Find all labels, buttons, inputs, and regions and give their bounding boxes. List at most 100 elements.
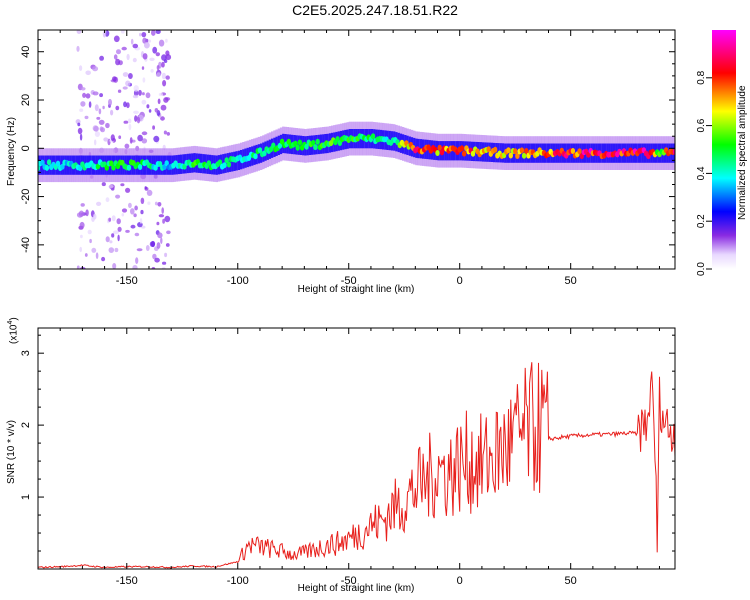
colorbar-tick-label: 0.8 [696, 70, 707, 84]
noise-blob [136, 116, 141, 124]
noise-blob [158, 92, 163, 97]
noise-blob [165, 243, 170, 247]
noise-blob [145, 92, 151, 99]
noise-blob [134, 232, 140, 237]
top-x-axis-label: Height of straight line (km) [297, 284, 415, 295]
ridge-band [46, 155, 50, 175]
noise-blob [132, 94, 139, 99]
noise-blob [115, 194, 121, 199]
noise-blob [133, 110, 139, 115]
noise-blob [77, 122, 81, 127]
noise-blob [109, 240, 113, 244]
noise-blob [162, 261, 167, 265]
ridge-core [224, 157, 229, 164]
x-tick-label: -100 [227, 575, 249, 587]
ridge-core [524, 148, 529, 154]
ridge-core [137, 164, 143, 170]
noise-blob [130, 208, 135, 215]
ridge-core [55, 160, 61, 167]
noise-blob [79, 221, 85, 229]
bottom-y-axis-label: SNR (10 * v/v) [6, 420, 17, 484]
noise-blob [150, 240, 156, 248]
noise-blob [76, 265, 80, 269]
noise-blob [140, 209, 144, 215]
noise-blob [146, 189, 153, 196]
chart-title: C2E5.2025.247.18.51.R22 [292, 2, 458, 18]
noise-blob [99, 93, 103, 98]
ridge-band [641, 143, 645, 163]
y-tick-label: 2 [20, 422, 32, 428]
ridge-core [435, 150, 440, 156]
noise-blob [115, 105, 120, 111]
noise-blob [76, 30, 82, 34]
ridge-core [437, 144, 442, 151]
noise-blob [80, 87, 86, 91]
noise-blob [126, 53, 130, 61]
noise-blob [154, 108, 159, 113]
noise-blob [80, 234, 83, 239]
noise-blob [166, 132, 170, 136]
noise-blob [127, 73, 133, 79]
noise-blob [108, 217, 112, 222]
noise-blob [161, 61, 165, 68]
noise-blob [146, 104, 150, 109]
noise-blob [101, 256, 106, 262]
noise-blob [105, 236, 110, 243]
noise-blob [135, 257, 139, 264]
noise-blob [145, 245, 150, 251]
ridge-band [317, 134, 321, 155]
ridge-core [217, 159, 223, 166]
noise-blob [164, 252, 168, 258]
ridge-core [104, 164, 110, 171]
noise-blob [142, 92, 145, 96]
noise-blob [89, 238, 92, 244]
y-tick-label: -20 [20, 189, 32, 205]
x-tick-label: -150 [116, 275, 138, 287]
ridge-core [486, 146, 491, 153]
noise-blob [160, 104, 167, 111]
noise-blob [156, 221, 160, 226]
noise-blob [121, 46, 127, 51]
ridge-core [493, 146, 498, 153]
x-tick-label: 50 [565, 275, 577, 287]
noise-blob [110, 109, 114, 116]
noise-blob [148, 109, 152, 113]
top-y-axis-label: Frequency (Hz) [6, 117, 17, 186]
ridge-core [95, 163, 101, 170]
noise-blob [127, 202, 132, 209]
noise-blob [82, 92, 87, 98]
ridge-band [129, 155, 132, 175]
noise-blob [165, 50, 170, 56]
noise-blob [128, 123, 132, 131]
top-plot-frame [37, 29, 676, 270]
noise-blob [122, 72, 129, 77]
colorbar-tick-label: 0.0 [696, 262, 707, 276]
noise-blob [124, 143, 130, 149]
noise-blob [153, 135, 160, 143]
y-tick-label: -40 [20, 237, 32, 253]
noise-blob [79, 246, 82, 253]
noise-blob [142, 77, 146, 83]
noise-blob [130, 38, 134, 45]
noise-blob [160, 237, 163, 244]
noise-blob [158, 39, 165, 47]
noise-blob [156, 65, 160, 71]
noise-blob [105, 122, 110, 129]
noise-blob [100, 127, 105, 133]
ridge-core [253, 153, 258, 160]
noise-blob [139, 218, 143, 224]
noise-blob [79, 133, 83, 141]
noise-blob [132, 265, 138, 269]
bottom-x-axis-label: Height of straight line (km) [297, 583, 415, 594]
noise-blob [116, 49, 121, 55]
noise-blob [85, 209, 89, 217]
y-scale-multiplier: (x104) [7, 317, 19, 344]
noise-blob [144, 186, 147, 190]
noise-blob [84, 115, 89, 120]
x-tick-label: 0 [457, 575, 463, 587]
y-tick-label: 1 [20, 494, 32, 500]
bottom-plot-frame [37, 327, 676, 570]
noise-blob [136, 248, 143, 252]
noise-blob [125, 187, 131, 193]
noise-blob [162, 218, 166, 224]
